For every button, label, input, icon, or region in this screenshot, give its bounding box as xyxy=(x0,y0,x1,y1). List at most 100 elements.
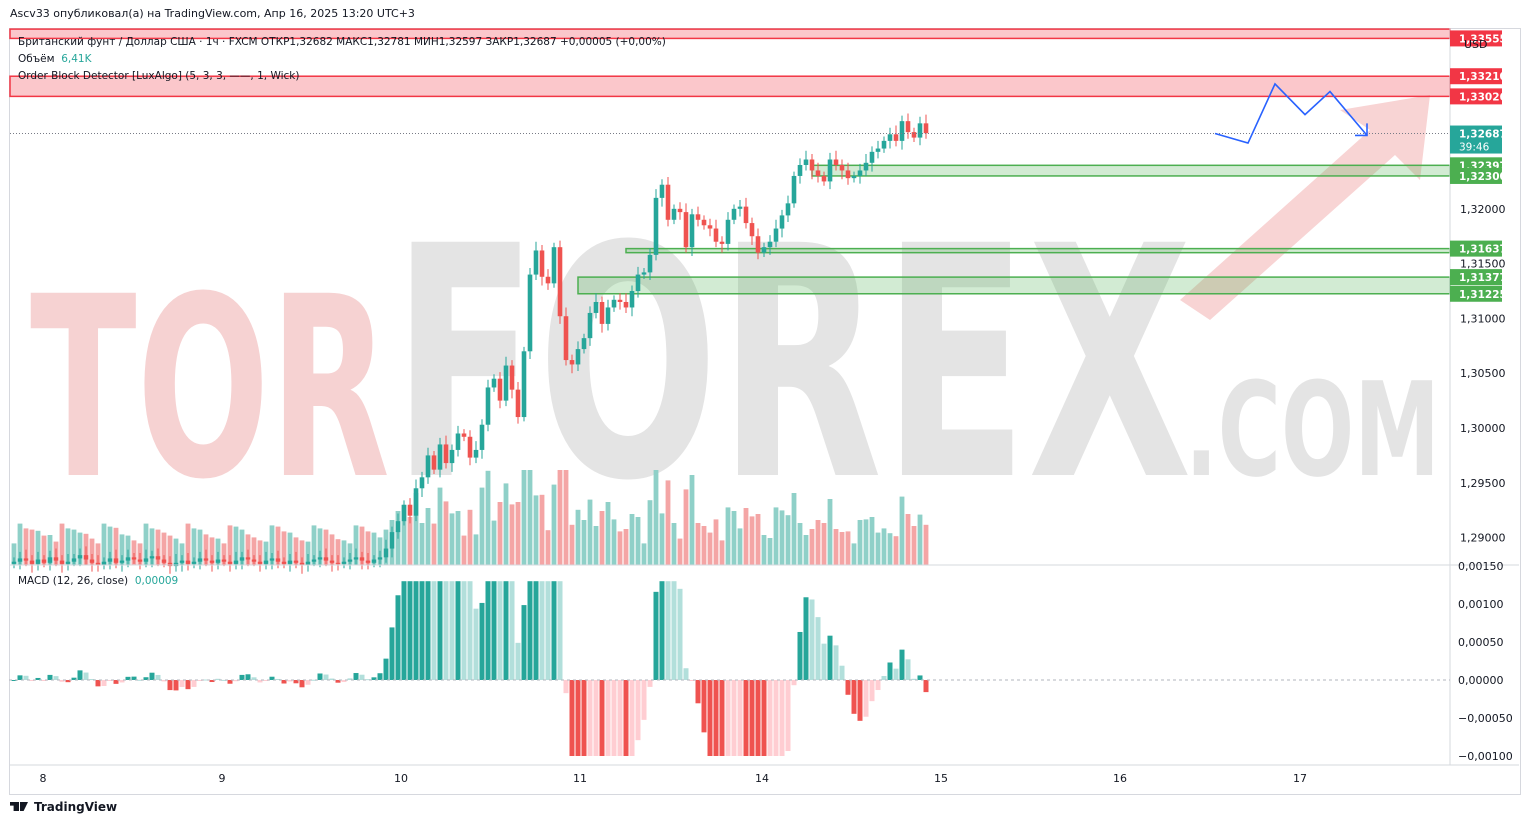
macd-histogram-bar xyxy=(395,595,401,680)
macd-histogram-bar xyxy=(335,680,341,683)
volume-bar xyxy=(833,529,839,565)
volume-bar xyxy=(113,527,119,565)
macd-histogram-bar xyxy=(773,680,779,756)
symbol-legend[interactable]: Британский фунт / Доллар США · 1ч · FXCM… xyxy=(18,36,666,48)
volume-bar xyxy=(107,526,113,565)
volume-bar xyxy=(785,515,791,565)
macd-histogram-bar xyxy=(707,680,713,756)
candle-body xyxy=(173,562,179,567)
macd-histogram-bar xyxy=(221,679,227,681)
macd-histogram-bar xyxy=(863,680,869,717)
candle-body xyxy=(515,389,521,418)
macd-histogram-bar xyxy=(113,680,119,684)
volume-bar xyxy=(161,532,167,565)
macd-histogram-bar xyxy=(185,680,191,690)
volume-bar xyxy=(29,529,35,565)
currency-button[interactable]: USD xyxy=(1464,38,1488,51)
candle-body xyxy=(215,559,221,563)
candle-body xyxy=(635,274,641,292)
macd-histogram-bar xyxy=(527,581,533,680)
macd-histogram-bar xyxy=(371,677,377,680)
volume-legend[interactable]: Объём 6,41K xyxy=(18,53,92,65)
volume-bar xyxy=(575,509,581,565)
candle-body xyxy=(197,558,203,562)
candle-body xyxy=(431,455,437,470)
macd-histogram-bar xyxy=(899,649,905,680)
candle-body xyxy=(497,378,503,401)
candle-body xyxy=(659,184,665,198)
macd-histogram-bar xyxy=(149,672,155,680)
volume-bar xyxy=(341,540,347,565)
volume-bar xyxy=(719,540,725,565)
price-label-text: 1,33026 xyxy=(1459,91,1507,103)
volume-bar xyxy=(569,524,575,565)
volume-bar xyxy=(371,532,377,565)
volume-bar xyxy=(467,509,473,565)
candle-body xyxy=(143,558,149,562)
volume-bar xyxy=(821,523,827,565)
candle-body xyxy=(719,241,725,244)
bullish-order-block xyxy=(577,276,1451,295)
tradingview-logo-icon xyxy=(10,801,28,813)
macd-histogram-bar xyxy=(359,674,365,680)
candle-body xyxy=(263,560,269,564)
volume-bar xyxy=(617,531,623,565)
volume-bar xyxy=(761,535,767,565)
price-label-box xyxy=(1450,240,1502,257)
macd-histogram-bar xyxy=(845,680,851,695)
volume-bar xyxy=(671,523,677,565)
candle-body xyxy=(779,215,785,229)
footer-brand: TradingView xyxy=(34,800,118,814)
macd-histogram-bar xyxy=(515,642,521,680)
volume-bar xyxy=(557,470,563,565)
tradingview-footer[interactable]: TradingView xyxy=(10,800,117,814)
candle-body xyxy=(269,558,275,561)
volume-bar xyxy=(683,489,689,565)
macd-histogram-bar xyxy=(599,680,605,756)
macd-histogram-bar xyxy=(173,680,179,691)
volume-bar xyxy=(41,535,47,565)
candle-body xyxy=(491,378,497,388)
candle-body xyxy=(395,521,401,533)
candle-body xyxy=(281,561,287,564)
macd-histogram-bar xyxy=(53,676,59,680)
candle-body xyxy=(755,236,761,253)
macd-histogram-bar xyxy=(455,581,461,680)
macd-histogram-bar xyxy=(83,672,89,680)
candle-body xyxy=(35,559,41,564)
volume-bar xyxy=(65,528,71,565)
volume-bar xyxy=(545,530,551,565)
price-tick-label: 1,30000 xyxy=(1460,422,1506,435)
volume-bar xyxy=(257,540,263,565)
candle-body xyxy=(101,561,107,565)
candle-body xyxy=(407,504,413,516)
volume-bar xyxy=(563,470,569,565)
macd-histogram-bar xyxy=(749,680,755,756)
candle-body xyxy=(461,433,467,437)
volume-bar xyxy=(677,538,683,565)
macd-histogram-bar xyxy=(353,673,359,680)
candle-body xyxy=(221,559,227,562)
macd-histogram-bar xyxy=(797,631,803,680)
indicator-legend[interactable]: Order Block Detector [LuxAlgo] (5, 3, 3,… xyxy=(18,70,300,82)
macd-histogram-bar xyxy=(365,679,371,681)
candle-body xyxy=(473,449,479,458)
candle-body xyxy=(617,299,623,302)
candle-body xyxy=(365,560,371,563)
candle-body xyxy=(509,365,515,390)
macd-histogram-bar xyxy=(923,680,929,693)
macd-histogram-bar xyxy=(419,581,425,680)
macd-histogram-bar xyxy=(239,674,245,680)
volume-bar xyxy=(401,505,407,565)
macd-histogram-bar xyxy=(713,680,719,756)
candle-body xyxy=(785,203,791,216)
macd-histogram-bar xyxy=(737,680,743,756)
volume-bar xyxy=(239,529,245,565)
volume-bar xyxy=(893,536,899,565)
candle-body xyxy=(113,558,119,563)
macd-histogram-bar xyxy=(563,680,569,694)
macd-legend[interactable]: MACD (12, 26, close) 0,00009 xyxy=(18,575,178,587)
candle-body xyxy=(689,214,695,248)
macd-histogram-bar xyxy=(461,581,467,680)
